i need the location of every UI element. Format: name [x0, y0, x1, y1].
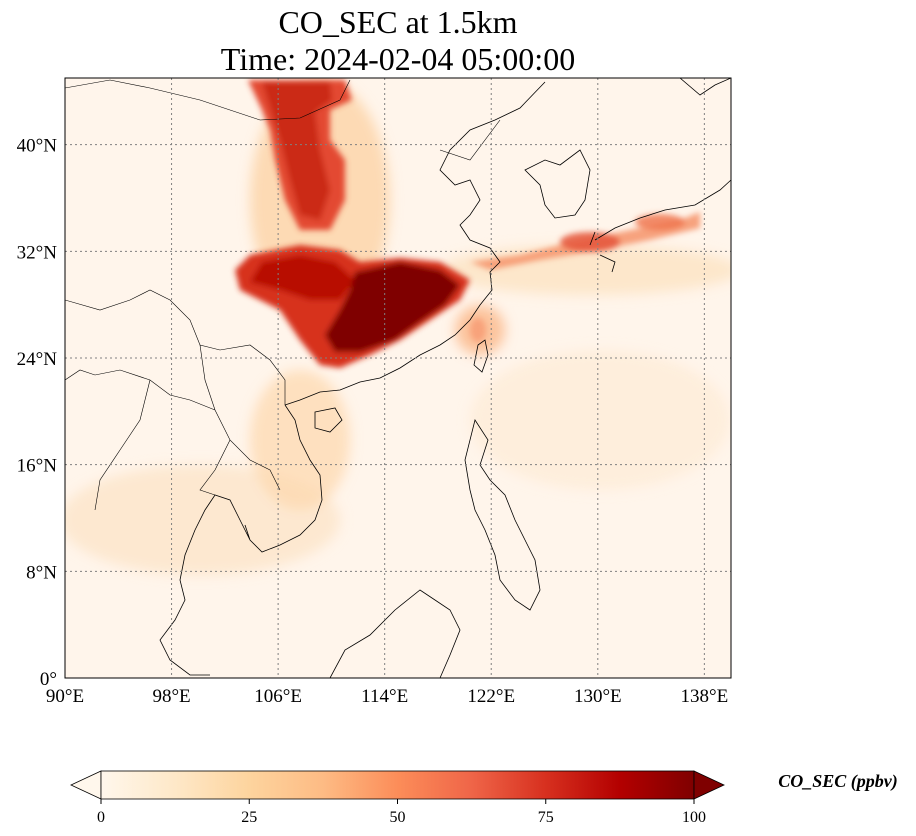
y-tick-label: 40°N	[17, 136, 58, 157]
china-coastline	[284, 81, 546, 406]
x-tick-label: 114°E	[361, 686, 408, 707]
colorbar-extend-max	[693, 770, 725, 800]
x-tick-label: 98°E	[152, 686, 190, 707]
taiwan-coastline	[473, 339, 489, 373]
map-panel	[65, 78, 731, 678]
y-axis-ticks: 0° 8°N 16°N 24°N 32°N 40°N	[17, 136, 58, 690]
x-tick-label: 106°E	[254, 686, 302, 707]
y-tick-label: 16°N	[17, 456, 58, 477]
hainan-coastline	[314, 407, 343, 433]
colorbar-tick-label: 25	[241, 809, 257, 826]
y-tick-label: 32°N	[17, 242, 58, 263]
title-line-1: CO_SEC at 1.5km	[278, 4, 517, 40]
colorbar-label: CO_SEC (ppbv)	[778, 771, 898, 792]
colorbar-tick-label: 50	[390, 809, 406, 826]
title-line-2: Time: 2024-02-04 05:00:00	[221, 41, 575, 77]
concentration-core	[235, 80, 700, 368]
colorbar-tick-label: 100	[682, 809, 706, 826]
x-tick-label: 90°E	[46, 686, 84, 707]
japan-coastline	[589, 179, 731, 273]
indochina-coastline	[159, 404, 323, 676]
y-tick-label: 24°N	[17, 349, 58, 370]
y-tick-label: 8°N	[26, 562, 57, 583]
concentration-field	[65, 80, 731, 575]
japan-north-coastline	[679, 78, 731, 96]
borneo-coastline	[329, 589, 461, 678]
colorbar-ticks: 0 25 50 75 100	[97, 799, 706, 826]
northern-border	[65, 79, 501, 161]
colorbar-tick-label: 0	[97, 809, 105, 826]
colorbar-extend-min	[70, 770, 102, 800]
coastlines	[65, 78, 731, 678]
colorbar: 0 25 50 75 100 CO_SEC (ppbv)	[70, 770, 898, 826]
x-tick-label: 138°E	[681, 686, 729, 707]
country-borders	[65, 289, 286, 511]
gridlines	[65, 78, 731, 678]
x-tick-label: 122°E	[467, 686, 515, 707]
x-tick-label: 130°E	[574, 686, 622, 707]
philippines-coastline	[464, 419, 541, 611]
colorbar-gradient	[100, 770, 695, 800]
x-axis-ticks: 90°E 98°E 106°E 114°E 122°E 130°E 138°E	[46, 686, 728, 707]
y-tick-label: 0°	[40, 669, 57, 690]
map-frame	[64, 77, 732, 679]
korea-coastline	[524, 149, 591, 219]
colorbar-tick-label: 75	[538, 809, 554, 826]
concentration-halo	[65, 80, 731, 575]
